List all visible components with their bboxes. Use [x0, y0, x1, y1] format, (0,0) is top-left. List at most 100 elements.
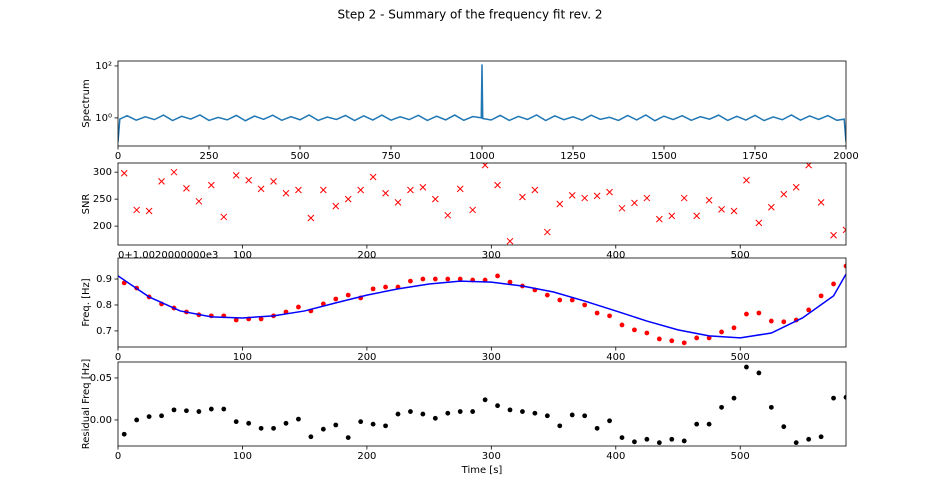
dot-marker — [644, 330, 650, 336]
dot-marker — [221, 406, 227, 412]
dot-marker — [345, 435, 351, 440]
dot-marker — [296, 304, 301, 310]
dot-marker — [831, 395, 836, 401]
dot-marker — [607, 418, 612, 424]
x-tick-label: 300 — [482, 250, 501, 261]
x-marker — [232, 172, 240, 179]
x-marker — [556, 200, 564, 208]
x-marker — [431, 195, 439, 203]
dot-marker — [544, 292, 550, 298]
x-marker — [543, 228, 551, 236]
dot-marker — [233, 419, 239, 425]
x-marker — [531, 186, 539, 194]
plot-area — [118, 263, 846, 346]
dot-marker — [258, 425, 264, 431]
dot-marker — [395, 411, 401, 417]
axes-frame — [117, 257, 847, 348]
x-marker — [755, 219, 763, 227]
dot-marker — [271, 425, 276, 431]
dot-marker — [681, 438, 687, 444]
x-marker — [220, 213, 228, 221]
dot-marker — [644, 436, 650, 442]
x-marker — [195, 197, 203, 205]
x-tick-label: 200 — [357, 451, 376, 462]
x-marker — [282, 189, 290, 197]
dot-marker — [619, 322, 625, 328]
x-tick-label: 1750 — [742, 151, 767, 162]
dot-marker — [184, 408, 189, 414]
x-marker — [606, 188, 613, 196]
dot-marker — [706, 335, 712, 341]
dot-marker — [159, 413, 164, 419]
x-marker — [257, 185, 265, 193]
x-marker — [444, 211, 452, 219]
x-tick-label: 2000 — [833, 151, 858, 162]
dot-marker — [370, 421, 376, 427]
dot-marker — [768, 318, 774, 324]
dot-marker — [781, 424, 787, 430]
dot-marker — [544, 413, 550, 419]
dot-marker — [756, 310, 762, 316]
axes-frame — [117, 361, 847, 447]
y-tick-label: 0.9 — [96, 274, 112, 285]
dot-marker — [744, 311, 749, 317]
y-tick-label: 10² — [95, 61, 112, 72]
dot-marker — [408, 409, 413, 414]
x-marker — [792, 183, 800, 191]
x-marker — [817, 199, 825, 206]
x-marker — [494, 181, 501, 189]
y-tick-label: 200 — [93, 221, 112, 232]
plot-area — [121, 364, 846, 446]
x-marker — [593, 192, 601, 200]
dot-marker — [681, 340, 687, 346]
x-marker — [270, 177, 277, 185]
dot-marker — [457, 409, 463, 414]
dot-marker — [208, 406, 214, 412]
dot-marker — [258, 316, 264, 322]
dot-marker — [171, 407, 177, 413]
x-marker — [568, 192, 576, 199]
dot-marker — [781, 319, 787, 325]
dot-marker — [283, 420, 289, 426]
dot-marker — [744, 364, 749, 370]
dot-marker — [420, 276, 426, 282]
dot-marker — [432, 415, 438, 421]
dot-marker — [656, 336, 662, 342]
x-tick-label: 300 — [482, 451, 501, 462]
x-marker — [183, 185, 190, 192]
x-marker — [120, 169, 128, 177]
x-tick-label: 500 — [731, 451, 750, 462]
dot-marker — [408, 278, 413, 284]
dot-marker — [719, 404, 724, 410]
dot-marker — [333, 296, 339, 302]
data-line — [118, 64, 846, 142]
dot-marker — [731, 325, 737, 331]
x-tick-label: 0 — [115, 352, 121, 363]
x-marker — [319, 186, 327, 194]
dot-marker — [694, 421, 700, 427]
y-axis-label: Residual Freq [Hz] — [81, 359, 92, 450]
x-marker — [767, 203, 775, 211]
x-tick-label: 100 — [233, 352, 252, 363]
x-marker — [830, 231, 837, 239]
dot-marker — [731, 395, 737, 401]
x-marker — [618, 204, 626, 212]
dot-marker — [694, 335, 700, 341]
x-marker — [780, 190, 788, 198]
dot-marker — [383, 423, 388, 429]
data-line — [118, 273, 846, 339]
dot-marker — [594, 310, 600, 316]
dot-marker — [495, 403, 500, 409]
x-marker — [581, 194, 589, 202]
y-tick-label: 250 — [93, 194, 112, 205]
x-marker — [680, 194, 688, 202]
dot-marker — [445, 410, 451, 416]
dot-marker — [557, 423, 563, 429]
dot-marker — [457, 276, 463, 282]
x-tick-label: 400 — [606, 352, 625, 363]
x-tick-label: 300 — [482, 352, 501, 363]
dot-marker — [607, 313, 612, 319]
x-marker — [382, 189, 389, 197]
x-marker — [407, 186, 414, 194]
